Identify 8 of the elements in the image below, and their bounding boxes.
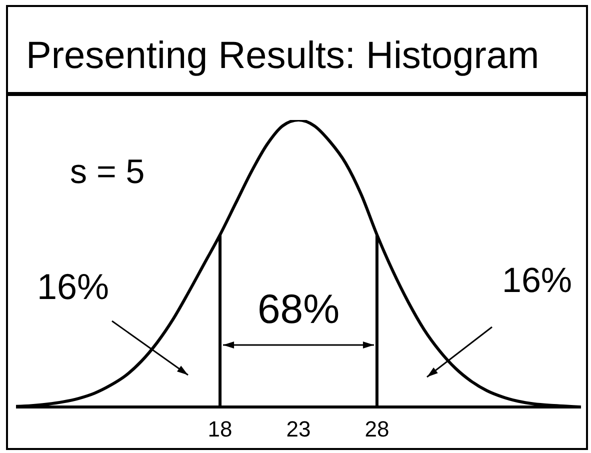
annotation: 16% xyxy=(502,261,572,300)
chart-title: Presenting Results: Histogram xyxy=(26,35,540,77)
annotation: 16% xyxy=(37,266,110,307)
x-tick-label: 28 xyxy=(364,416,390,442)
x-tick-label: 18 xyxy=(208,416,232,442)
annotation: 68% xyxy=(257,286,340,332)
x-tick-label: 23 xyxy=(286,416,311,442)
annotation: s = 5 xyxy=(70,153,145,191)
